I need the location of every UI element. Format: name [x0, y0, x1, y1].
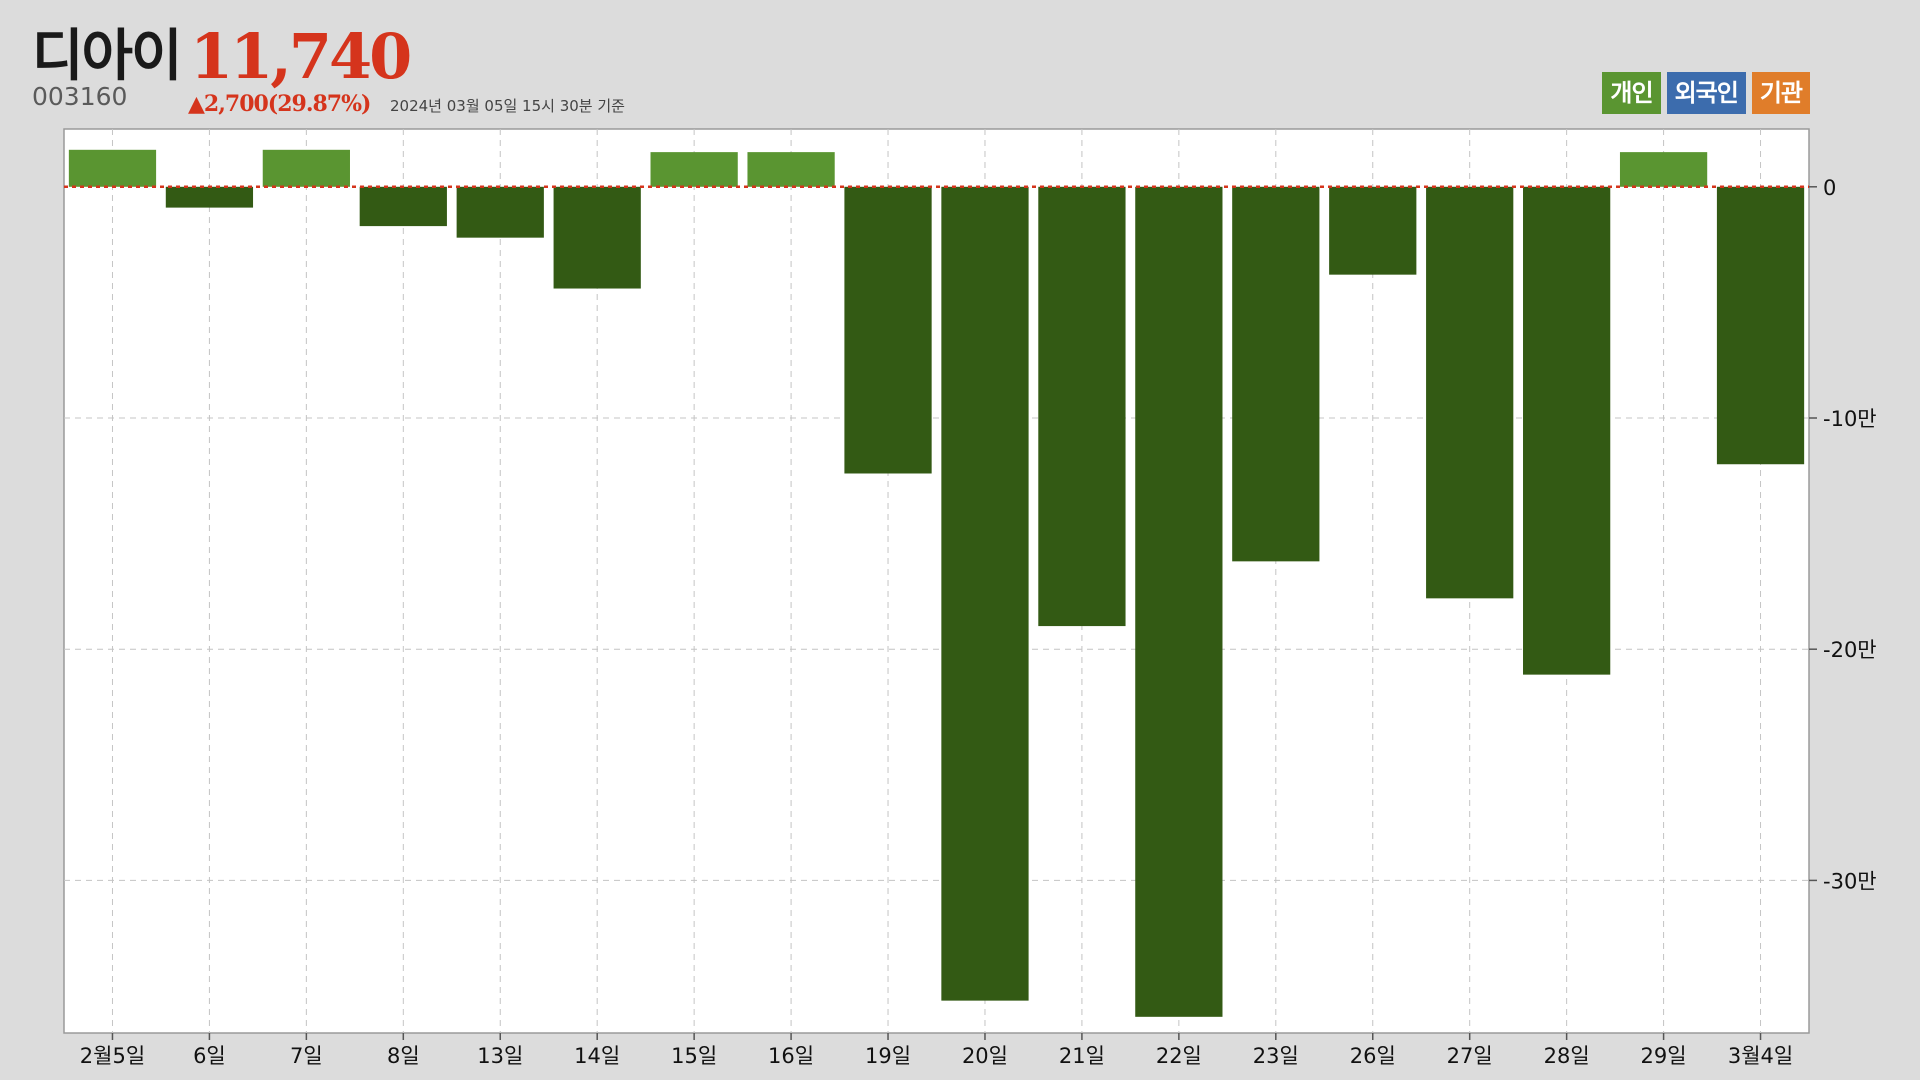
bar: [1135, 186, 1223, 1017]
timestamp: 2024년 03월 05일 15시 30분 기준: [390, 97, 625, 115]
x-tick-label: 2월5일: [80, 1044, 145, 1068]
x-tick-label: 28일: [1544, 1044, 1590, 1068]
bar: [553, 186, 641, 289]
stock-name: 디아이: [32, 24, 183, 89]
bar: [1619, 152, 1708, 187]
x-tick-label: 19일: [865, 1044, 911, 1068]
bar: [1426, 186, 1514, 599]
x-tick-label: 21일: [1059, 1044, 1105, 1068]
stock-code: 003160: [32, 82, 128, 111]
legend: 개인 외국인 기관: [1602, 72, 1810, 114]
x-tick-label: 23일: [1253, 1044, 1299, 1068]
bar: [747, 152, 835, 187]
y-tick-label: -20만: [1823, 638, 1877, 662]
y-tick-label: 0: [1823, 176, 1836, 200]
bar: [359, 186, 447, 227]
bar: [1038, 186, 1126, 627]
bar: [1232, 186, 1320, 562]
price-change: ▲2,700(29.87%): [188, 91, 371, 117]
bar: [650, 152, 738, 187]
bar: [844, 186, 932, 474]
x-tick-label: 15일: [671, 1044, 717, 1068]
x-tick-label: 3월4일: [1728, 1044, 1793, 1068]
bar: [165, 186, 254, 208]
bar: [1523, 186, 1611, 675]
y-tick-label: -10만: [1823, 407, 1877, 431]
x-tick-label: 27일: [1447, 1044, 1493, 1068]
bar: [1716, 186, 1805, 465]
x-tick-label: 7일: [290, 1044, 323, 1068]
x-tick-label: 13일: [477, 1044, 523, 1068]
plot-area: [63, 128, 1810, 1034]
x-tick-label: 26일: [1350, 1044, 1396, 1068]
x-tick-label: 6일: [193, 1044, 226, 1068]
stock-price: 11,740: [190, 20, 412, 93]
legend-institution[interactable]: 기관: [1751, 72, 1810, 114]
x-tick-label: 29일: [1641, 1044, 1687, 1068]
bar: [262, 149, 350, 187]
x-tick-label: 22일: [1156, 1044, 1202, 1068]
bar: [456, 186, 544, 238]
legend-individual[interactable]: 개인: [1602, 72, 1661, 114]
y-tick-label: -30만: [1823, 869, 1877, 893]
x-tick-label: 20일: [962, 1044, 1008, 1068]
bar: [941, 186, 1029, 1001]
x-tick-label: 16일: [768, 1044, 814, 1068]
legend-foreign[interactable]: 외국인: [1666, 72, 1746, 114]
x-tick-label: 14일: [574, 1044, 620, 1068]
x-tick-label: 8일: [387, 1044, 420, 1068]
bar: [68, 149, 157, 187]
bar: [1329, 186, 1417, 275]
